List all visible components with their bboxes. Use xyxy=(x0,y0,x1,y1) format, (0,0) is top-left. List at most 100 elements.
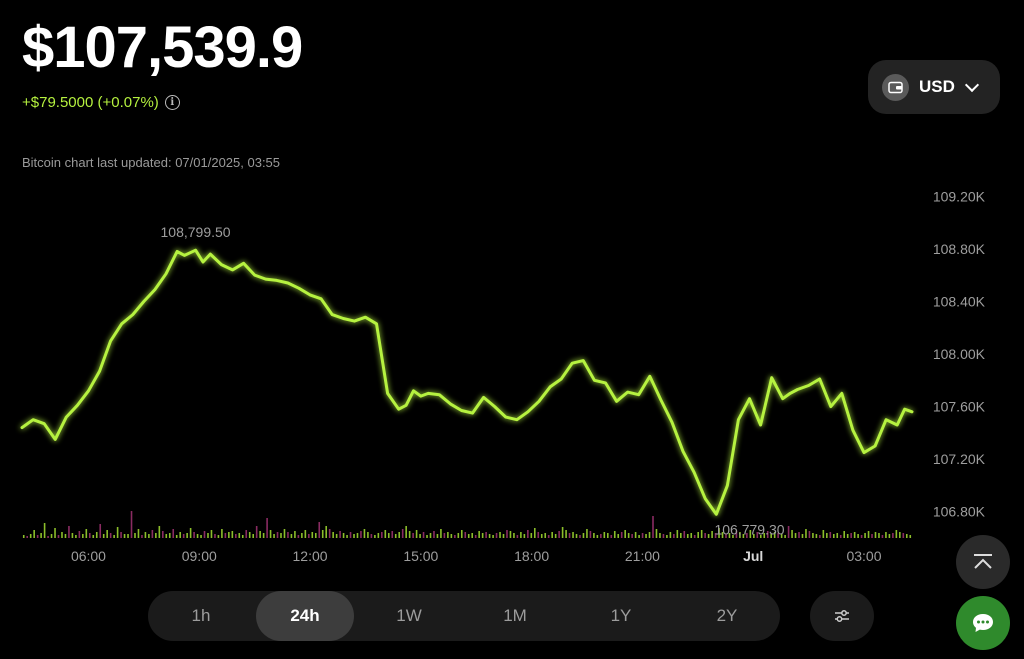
volume-bar xyxy=(575,534,578,538)
volume-bar xyxy=(228,532,230,538)
volume-bar xyxy=(61,532,63,538)
volume-bar xyxy=(648,532,651,538)
volume-bar xyxy=(895,530,898,538)
tab-1h[interactable]: 1h xyxy=(191,606,211,625)
volume-bar xyxy=(210,530,213,538)
volume-bar xyxy=(116,527,119,538)
volume-bar xyxy=(99,524,102,538)
volume-bar xyxy=(241,535,244,538)
y-tick-label: 108.40K xyxy=(933,293,986,309)
volume-bar xyxy=(155,533,157,538)
volume-bar xyxy=(572,532,574,538)
volume-bar xyxy=(186,533,188,538)
volume-bar xyxy=(207,533,209,538)
volume-bar xyxy=(527,530,529,538)
volume-bar xyxy=(290,534,293,538)
tab-24h[interactable]: 24h xyxy=(256,591,354,641)
currency-selector[interactable]: USD xyxy=(868,60,1000,114)
volume-bar xyxy=(259,531,261,538)
volume-bar xyxy=(158,526,161,538)
volume-bar xyxy=(864,533,866,538)
volume-bar xyxy=(794,533,797,538)
volume-bar xyxy=(88,533,91,538)
volume-bar xyxy=(509,531,512,538)
volume-bar xyxy=(363,529,366,538)
volume-bar xyxy=(652,516,654,538)
volume-bar xyxy=(40,533,42,538)
volume-bar xyxy=(113,535,115,538)
volume-bar xyxy=(50,534,53,538)
volume-bar xyxy=(540,534,543,538)
volume-bar xyxy=(617,534,620,538)
chat-button[interactable] xyxy=(956,596,1010,650)
volume-bar xyxy=(318,522,321,538)
volume-bar xyxy=(325,526,327,538)
volume-bar xyxy=(398,532,401,538)
volume-bar xyxy=(269,530,272,538)
tab-1m[interactable]: 1M xyxy=(503,606,527,625)
volume-bar xyxy=(175,535,178,538)
volume-bar xyxy=(579,535,581,538)
volume-bar xyxy=(812,533,814,538)
volume-bar xyxy=(634,532,637,538)
volume-bar xyxy=(850,533,852,538)
info-icon[interactable]: i xyxy=(164,95,180,110)
tab-1w[interactable]: 1W xyxy=(396,606,422,625)
volume-bar xyxy=(721,532,724,538)
volume-bar xyxy=(109,533,112,538)
volume-bar xyxy=(732,535,734,538)
tab-1y[interactable]: 1Y xyxy=(610,606,632,625)
volume-bar xyxy=(819,535,821,538)
volume-bar xyxy=(238,533,241,538)
volume-bar xyxy=(401,529,404,538)
volume-bar xyxy=(596,535,599,538)
volume-bar xyxy=(565,530,567,538)
volume-bar xyxy=(697,532,699,538)
volume-bar xyxy=(815,534,818,538)
volume-bar xyxy=(801,534,804,538)
volume-bar xyxy=(488,534,491,538)
volume-bar xyxy=(746,533,748,538)
volume-bar xyxy=(481,533,484,538)
volume-bar xyxy=(808,531,811,538)
price-change: +$79.5000 (+0.07%) i xyxy=(22,94,180,111)
low-label: 106,779.30 xyxy=(714,521,784,537)
x-tick-label: 18:00 xyxy=(514,548,549,564)
chart-settings-button[interactable] xyxy=(810,591,874,641)
volume-bar xyxy=(179,532,181,538)
volume-bar xyxy=(714,533,717,538)
volume-bar xyxy=(134,533,136,538)
volume-bar xyxy=(168,533,171,538)
tab-2y[interactable]: 2Y xyxy=(716,606,738,625)
y-axis: 109.20K 108.80K 108.40K 108.00K 107.60K 107.2… xyxy=(933,188,986,519)
volume-bar xyxy=(558,531,560,538)
volume-bar xyxy=(457,533,460,538)
volume-bar xyxy=(513,533,515,538)
volume-bar xyxy=(78,531,81,538)
volume-bar xyxy=(492,535,494,538)
volume-bar xyxy=(853,532,856,538)
volume-bar xyxy=(523,534,526,538)
volume-bar xyxy=(68,526,70,538)
volume-bar xyxy=(791,530,793,538)
volume-bar xyxy=(120,532,122,538)
volume-bar xyxy=(707,534,710,538)
volume-bar xyxy=(516,535,519,538)
volume-bar xyxy=(127,534,129,538)
volume-bar xyxy=(130,511,133,538)
volume-bar xyxy=(485,532,487,538)
scroll-to-top-button[interactable] xyxy=(956,535,1010,589)
volume-bar xyxy=(533,528,536,538)
volume-bar xyxy=(287,532,289,538)
volume-bar xyxy=(683,531,686,538)
volume-bar xyxy=(415,530,418,538)
volume-bar xyxy=(773,532,776,538)
volume-bar xyxy=(82,534,84,538)
volume-bar xyxy=(255,526,258,538)
volume-bar xyxy=(224,533,227,538)
volume-bar xyxy=(141,535,143,538)
volume-bar xyxy=(370,534,373,538)
price-chart[interactable]: 109.20K 108.80K 108.40K 108.00K 107.60K 107.2… xyxy=(0,170,1024,575)
volume-bar xyxy=(839,535,842,538)
volume-bar xyxy=(739,532,741,538)
